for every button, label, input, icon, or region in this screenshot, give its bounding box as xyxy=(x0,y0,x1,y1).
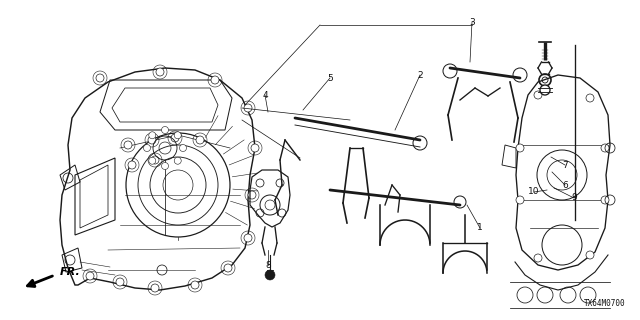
Circle shape xyxy=(124,141,132,149)
Circle shape xyxy=(516,196,524,204)
Circle shape xyxy=(148,157,156,164)
Text: 6: 6 xyxy=(562,180,568,189)
Circle shape xyxy=(265,270,275,280)
Circle shape xyxy=(116,278,124,286)
Circle shape xyxy=(151,284,159,292)
Circle shape xyxy=(586,94,594,102)
Circle shape xyxy=(179,145,186,151)
Text: 10: 10 xyxy=(528,188,540,196)
Circle shape xyxy=(156,68,164,76)
Text: 9: 9 xyxy=(571,194,577,203)
Circle shape xyxy=(148,136,156,144)
Text: 8: 8 xyxy=(265,260,271,269)
Circle shape xyxy=(601,144,609,152)
Circle shape xyxy=(534,254,542,262)
Circle shape xyxy=(534,91,542,99)
Text: TX64M0700: TX64M0700 xyxy=(584,299,625,308)
Circle shape xyxy=(171,134,179,142)
Circle shape xyxy=(96,74,104,82)
Circle shape xyxy=(148,132,156,139)
Text: 4: 4 xyxy=(262,91,268,100)
Circle shape xyxy=(128,161,136,169)
Circle shape xyxy=(161,163,168,170)
Circle shape xyxy=(540,85,550,95)
Circle shape xyxy=(251,144,259,152)
Circle shape xyxy=(86,272,94,280)
Circle shape xyxy=(224,264,232,272)
Circle shape xyxy=(248,191,256,199)
Text: FR.: FR. xyxy=(60,267,81,277)
Circle shape xyxy=(516,144,524,152)
Circle shape xyxy=(151,156,159,164)
Text: 1: 1 xyxy=(477,223,483,233)
Text: 5: 5 xyxy=(327,74,333,83)
Circle shape xyxy=(211,76,219,84)
Circle shape xyxy=(143,145,150,151)
Circle shape xyxy=(161,126,168,133)
Text: 3: 3 xyxy=(469,18,475,27)
Circle shape xyxy=(174,132,181,139)
Text: 2: 2 xyxy=(417,70,423,79)
Circle shape xyxy=(196,136,204,144)
Circle shape xyxy=(244,104,252,112)
Circle shape xyxy=(191,281,199,289)
Circle shape xyxy=(174,157,181,164)
Circle shape xyxy=(244,234,252,242)
Circle shape xyxy=(601,196,609,204)
Text: 7: 7 xyxy=(562,161,568,170)
Circle shape xyxy=(586,251,594,259)
